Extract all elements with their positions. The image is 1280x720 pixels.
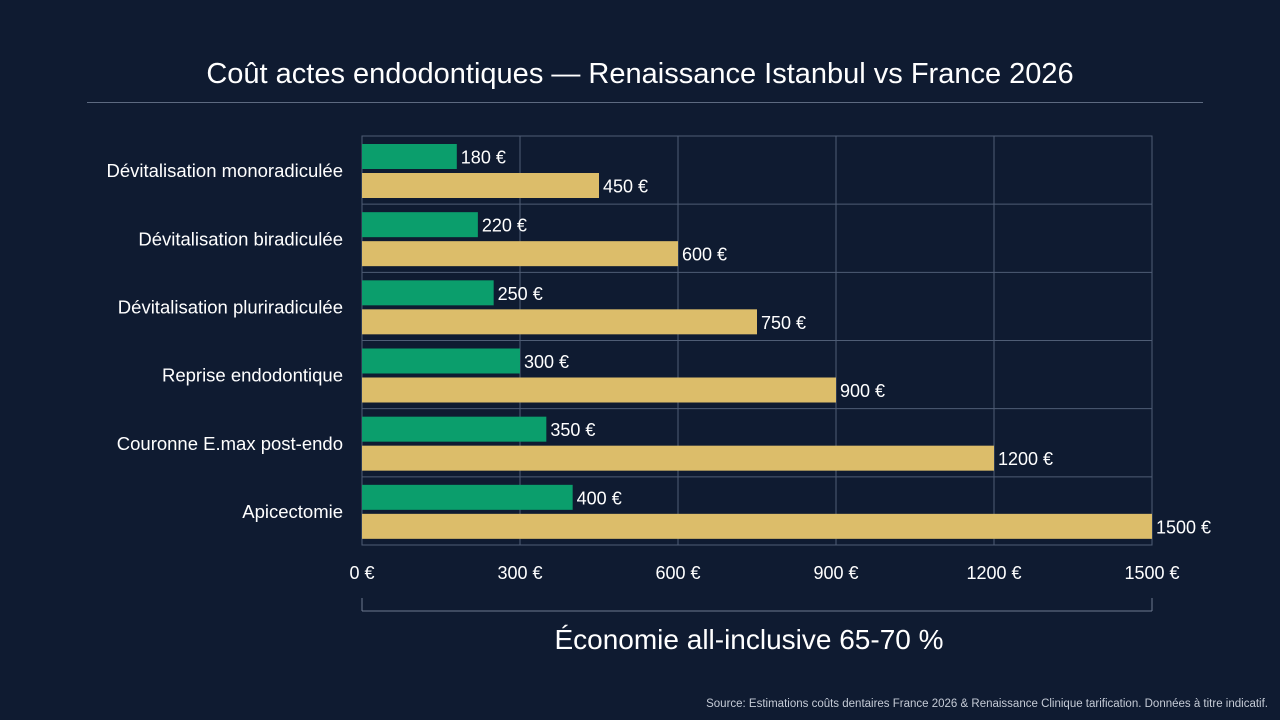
category-label: Couronne E.max post-endo [117, 433, 343, 454]
bar [362, 280, 494, 306]
chart-title: Coût actes endodontiques — Renaissance I… [206, 58, 1074, 90]
data-label: 300 € [524, 352, 569, 372]
data-label: 750 € [761, 313, 806, 333]
data-label: 1500 € [1156, 517, 1211, 537]
bar [362, 513, 1152, 539]
bar [362, 212, 478, 238]
x-tick-label: 300 € [497, 563, 542, 583]
bar [362, 445, 994, 471]
x-tick-label: 600 € [655, 563, 700, 583]
data-label: 900 € [840, 381, 885, 401]
category-label: Dévitalisation monoradiculée [106, 160, 343, 181]
bar [362, 241, 678, 267]
labels: 0 € 300 € 600 € 900 € 1200 € 1500 € Dévitalisa… [106, 148, 1211, 584]
x-tick-label: 1500 € [1124, 563, 1179, 583]
savings-bracket [361, 598, 1153, 612]
x-tick-label: 900 € [813, 563, 858, 583]
x-tick-label: 1200 € [966, 563, 1021, 583]
data-label: 180 € [461, 148, 506, 168]
bar [362, 377, 836, 403]
data-label: 350 € [550, 420, 595, 440]
data-label: 1200 € [998, 449, 1053, 469]
bars [362, 144, 1152, 539]
bar [362, 416, 547, 442]
data-label: 250 € [498, 284, 543, 304]
data-label: 220 € [482, 216, 527, 236]
bar [362, 348, 520, 374]
category-label: Dévitalisation biradiculée [138, 228, 343, 249]
bar [362, 173, 599, 198]
category-label: Dévitalisation pluriradiculée [118, 296, 343, 317]
savings-note: Économie all-inclusive 65-70 % [554, 624, 943, 655]
bar [362, 144, 457, 169]
gridlines [361, 135, 1153, 546]
x-tick-label: 0 € [349, 563, 374, 583]
category-label: Apicectomie [242, 501, 343, 522]
source-note: Source: Estimations coûts dentaires Fran… [706, 698, 1268, 710]
category-label: Reprise endodontique [162, 365, 343, 386]
bar [362, 484, 573, 510]
data-label: 400 € [577, 488, 622, 508]
data-label: 450 € [603, 177, 648, 197]
bar [362, 309, 757, 335]
title-divider [87, 102, 1203, 103]
data-label: 600 € [682, 245, 727, 265]
